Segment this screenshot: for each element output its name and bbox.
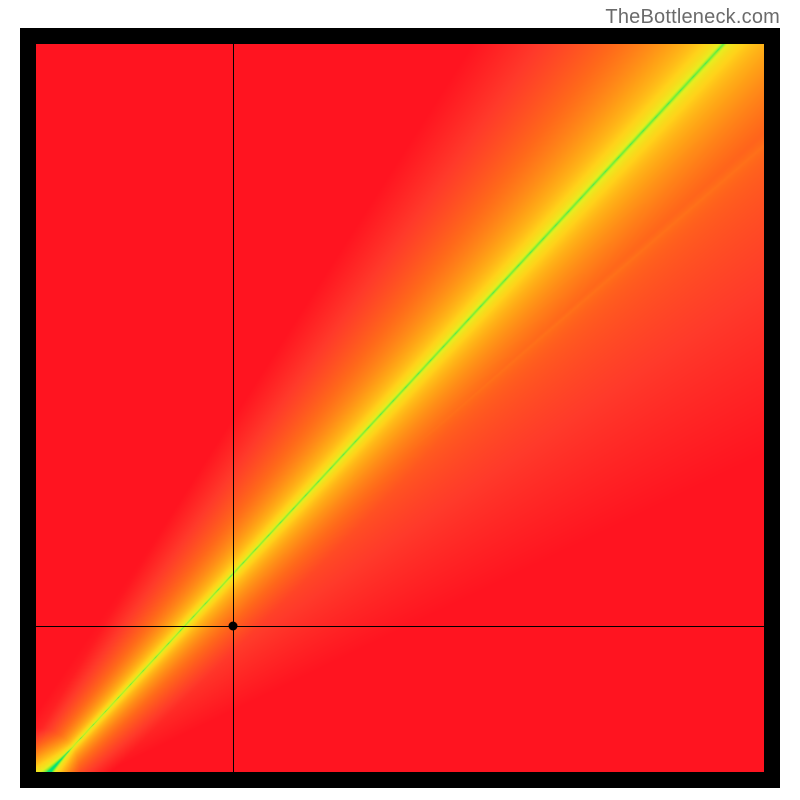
crosshair-vertical [233,44,234,772]
heatmap-canvas [36,44,764,772]
crosshair-marker [228,622,237,631]
watermark-text: TheBottleneck.com [605,6,780,29]
chart-container: TheBottleneck.com [0,0,800,800]
crosshair-horizontal [36,626,764,627]
plot-frame [20,28,780,788]
plot-inner [36,44,764,772]
